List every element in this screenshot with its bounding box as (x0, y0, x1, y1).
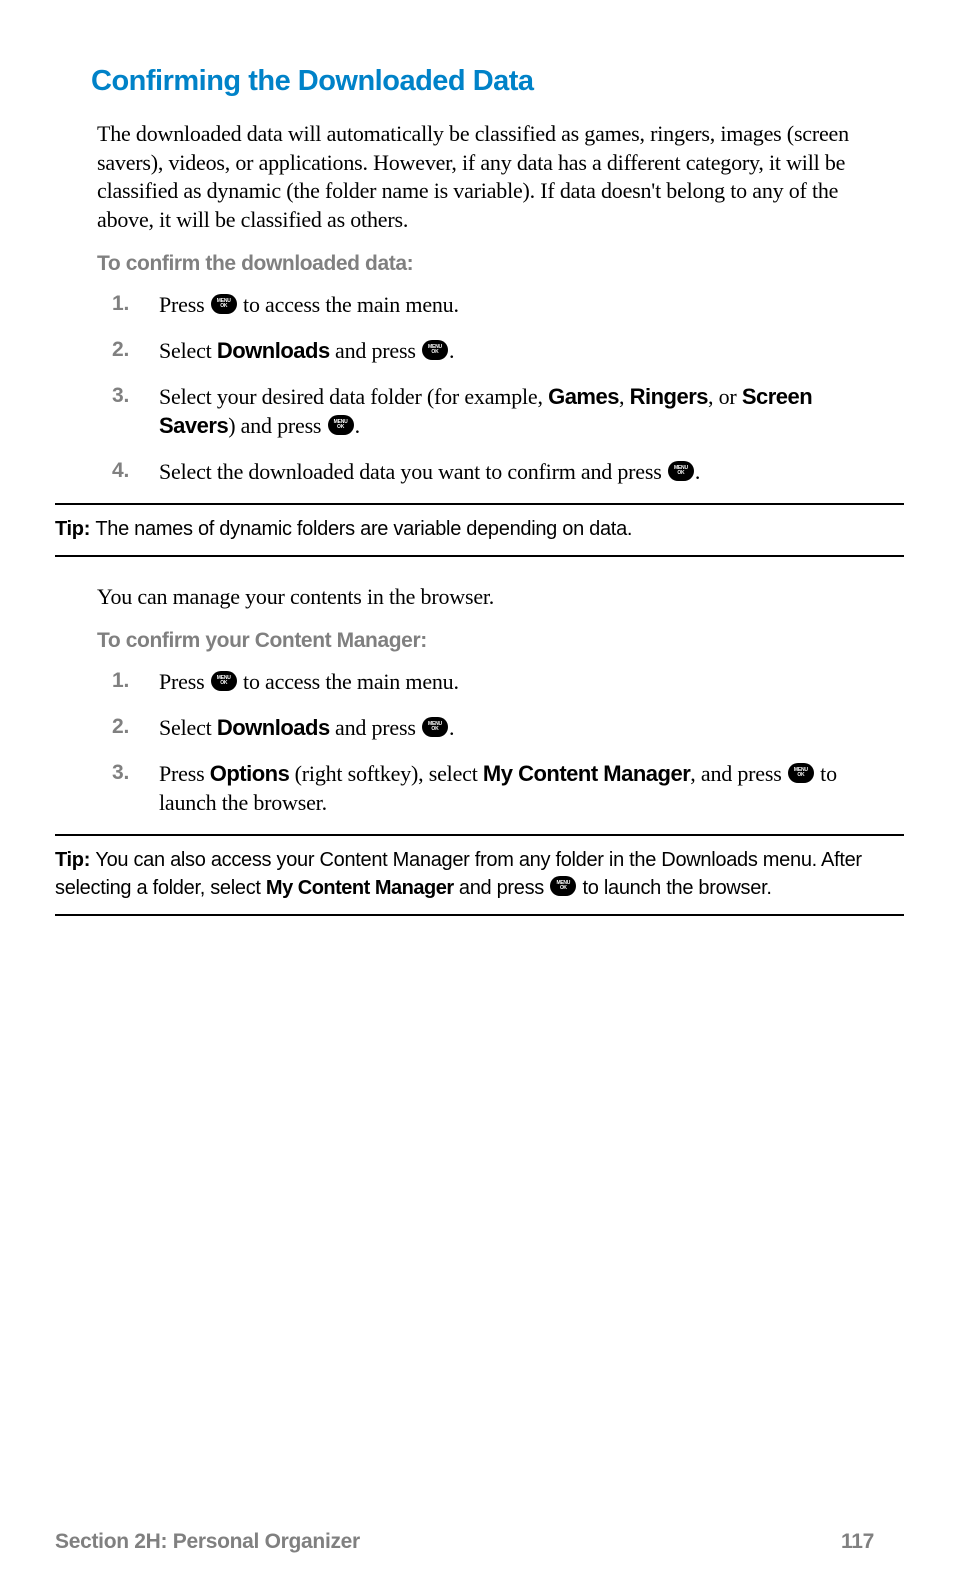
page-number: 117 (841, 1530, 874, 1554)
bold-term: My Content Manager (266, 877, 454, 899)
step-text: and press (330, 338, 421, 363)
step-text: Select (159, 715, 217, 740)
step-text: . (449, 338, 454, 363)
step-text: , (619, 384, 630, 409)
tip-box-2: Tip: You can also access your Content Ma… (55, 834, 904, 916)
menu-ok-icon (550, 876, 576, 896)
step-text: . (449, 715, 454, 740)
step-text: . (355, 413, 360, 438)
step-text: Select (159, 338, 217, 363)
menu-ok-icon (328, 415, 354, 435)
step-2-3: Press Options (right softkey), select My… (97, 759, 874, 818)
bold-term: Games (548, 384, 619, 409)
menu-ok-icon (668, 461, 694, 481)
page-footer: Section 2H: Personal Organizer 117 (55, 1530, 874, 1554)
menu-ok-icon (211, 294, 237, 314)
step-text: , or (708, 384, 742, 409)
tip-text: The names of dynamic folders are variabl… (95, 518, 632, 540)
step-text: and press (330, 715, 421, 740)
subheading-1: To confirm the downloaded data: (97, 252, 874, 276)
step-1-4: Select the downloaded data you want to c… (97, 457, 874, 487)
tip-label: Tip: (55, 849, 95, 871)
step-text: Press (159, 761, 210, 786)
menu-ok-icon (788, 763, 814, 783)
step-text: ) and press (228, 413, 326, 438)
step-1-2: Select Downloads and press . (97, 336, 874, 366)
step-text: , and press (690, 761, 787, 786)
tip-box-1: Tip: The names of dynamic folders are va… (55, 503, 904, 557)
tip-text: and press (454, 877, 550, 899)
steps-list-1: Press to access the main menu. Select Do… (97, 290, 874, 486)
mid-paragraph: You can manage your contents in the brow… (97, 583, 874, 612)
bold-term: Options (210, 761, 290, 786)
menu-ok-icon (422, 340, 448, 360)
step-text: to access the main menu. (238, 669, 459, 694)
step-1-1: Press to access the main menu. (97, 290, 874, 320)
menu-ok-icon (211, 671, 237, 691)
bold-term: My Content Manager (483, 761, 690, 786)
menu-ok-icon (422, 717, 448, 737)
step-text: Press (159, 669, 210, 694)
step-text: Select the downloaded data you want to c… (159, 459, 667, 484)
step-text: (right softkey), select (289, 761, 483, 786)
bold-term: Downloads (217, 338, 330, 363)
step-text: . (695, 459, 700, 484)
footer-section-label: Section 2H: Personal Organizer (55, 1530, 360, 1554)
intro-paragraph: The downloaded data will automatically b… (97, 120, 874, 234)
bold-term: Downloads (217, 715, 330, 740)
step-2-2: Select Downloads and press . (97, 713, 874, 743)
tip-text: to launch the browser. (577, 877, 771, 899)
step-text: Press (159, 292, 210, 317)
bold-term: Ringers (630, 384, 708, 409)
step-2-1: Press to access the main menu. (97, 667, 874, 697)
subheading-2: To confirm your Content Manager: (97, 629, 874, 653)
step-text: to access the main menu. (238, 292, 459, 317)
tip-label: Tip: (55, 518, 95, 540)
step-text: Select your desired data folder (for exa… (159, 384, 548, 409)
step-1-3: Select your desired data folder (for exa… (97, 382, 874, 441)
steps-list-2: Press to access the main menu. Select Do… (97, 667, 874, 818)
section-heading: Confirming the Downloaded Data (91, 65, 874, 98)
